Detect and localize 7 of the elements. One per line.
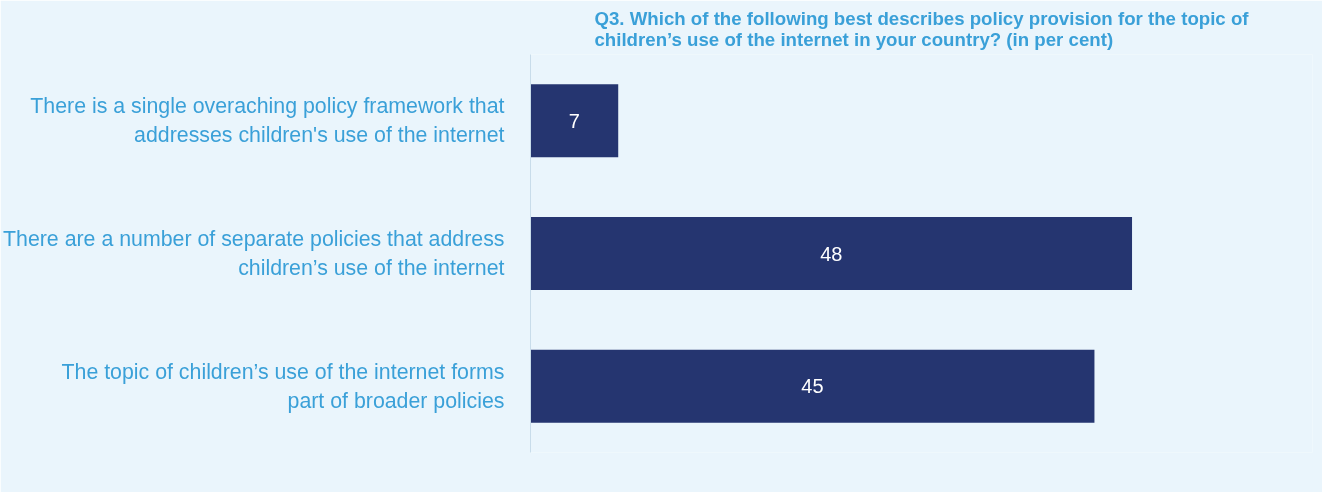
y-tick-label: There are a number of separate policies that address children’s use of the internet — [3, 227, 505, 280]
chart-title: Q3. Which of the following best describes policy provision for the topic of children’s use of the internet in your country? (in per cent) — [594, 7, 1250, 50]
data-label: 7 — [568, 109, 580, 132]
y-tick-label: There is a single overaching policy framework that addresses children's use of the internet — [30, 94, 505, 148]
y-tick-label: The topic of children’s use of the internet forms part of broader policies — [61, 359, 505, 413]
data-label: 48 — [820, 242, 843, 265]
data-label: 45 — [801, 375, 824, 398]
